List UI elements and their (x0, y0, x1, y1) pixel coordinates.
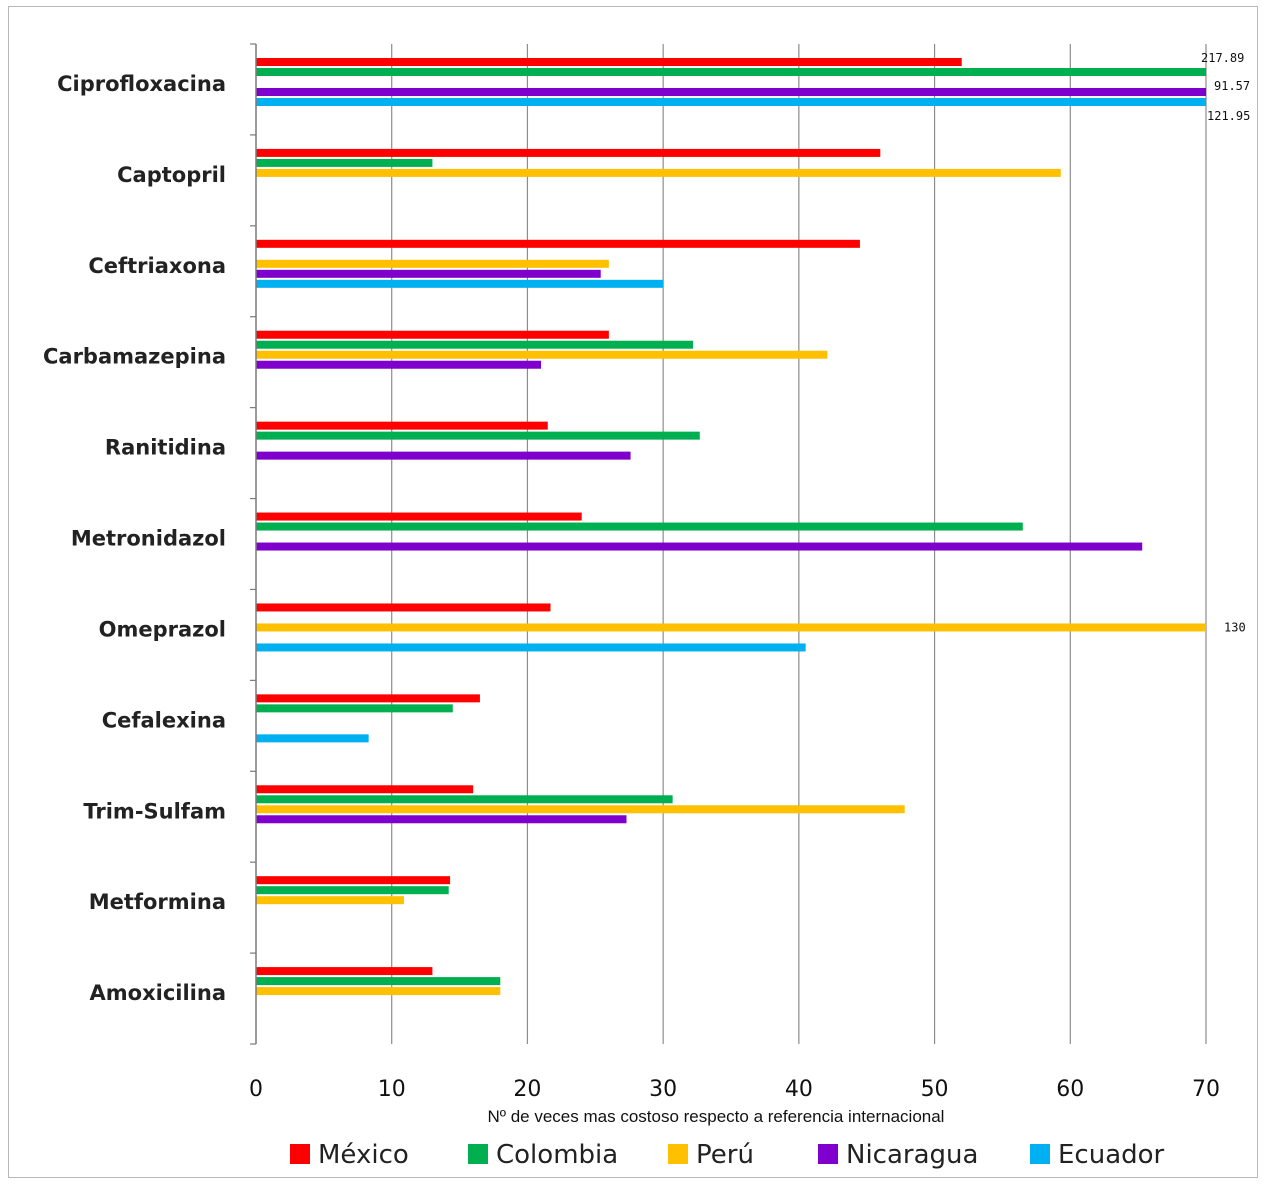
category-label: Omeprazol (99, 617, 226, 641)
x-tick-label: 40 (785, 1077, 813, 1102)
legend-item-colombia: Colombia (468, 1140, 618, 1170)
category-label: Amoxicilina (90, 981, 226, 1005)
data-label: 91.57 (1214, 79, 1250, 93)
bar-ranitidina-colombia (256, 431, 700, 440)
bar-trim-sulfam-nicaragua (256, 815, 627, 824)
category-label: Metformina (89, 890, 226, 914)
x-tick-label: 60 (1056, 1077, 1084, 1102)
category-label: Ciprofloxacina (57, 72, 226, 96)
legend-label: Colombia (496, 1140, 618, 1170)
category-label: Metronidazol (71, 527, 226, 551)
legend-label: Ecuador (1058, 1140, 1165, 1170)
bar-carbamazepina-perú (256, 350, 828, 359)
bar-metronidazol-colombia (256, 522, 1023, 531)
bar-omeprazol-perú (256, 623, 1206, 632)
bar-ceftriaxona-méxico (256, 239, 860, 248)
legend-swatch (668, 1144, 688, 1164)
legend-item-perú: Perú (668, 1140, 754, 1170)
bar-trim-sulfam-méxico (256, 785, 474, 794)
bar-captopril-perú (256, 168, 1061, 177)
bar-cefalexina-méxico (256, 694, 480, 703)
legend-label: México (318, 1140, 409, 1170)
x-tick-label: 10 (378, 1077, 406, 1102)
axis-layer (250, 43, 257, 1045)
legend-swatch (1030, 1144, 1050, 1164)
category-label: Carbamazepina (43, 345, 226, 369)
data-label: 130 (1224, 620, 1246, 634)
x-tick-label: 0 (249, 1077, 263, 1102)
bar-trim-sulfam-perú (256, 805, 905, 814)
bar-ceftriaxona-nicaragua (256, 269, 601, 278)
label-layer: 0 10 20 30 40 50 60 70 Ciprofloxacina Captopril Ce… (43, 51, 1250, 1102)
category-label: Trim-Sulfam (83, 799, 226, 823)
bar-amoxicilina-perú (256, 987, 501, 996)
bar-metronidazol-nicaragua (256, 542, 1143, 551)
bar-ciprofloxacina-nicaragua (256, 88, 1206, 96)
bar-ranitidina-nicaragua (256, 451, 631, 460)
bar-metronidazol-méxico (256, 512, 582, 521)
bar-metformina-colombia (256, 886, 449, 895)
bar-ciprofloxacina-colombia (256, 68, 1206, 76)
bar-carbamazepina-colombia (256, 340, 693, 349)
x-tick-label: 50 (921, 1077, 949, 1102)
bar-trim-sulfam-colombia (256, 795, 673, 804)
bar-carbamazepina-nicaragua (256, 360, 541, 369)
bar-ciprofloxacina-ecuador (256, 98, 1206, 106)
data-label: 121.95 (1207, 109, 1250, 123)
legend-swatch (818, 1144, 838, 1164)
bar-carbamazepina-méxico (256, 330, 609, 339)
bar-ceftriaxona-ecuador (256, 279, 664, 288)
chart-frame (8, 6, 1258, 1178)
bar-omeprazol-ecuador (256, 643, 806, 652)
x-axis-title: Nº de veces mas costoso respecto a refer… (488, 1107, 945, 1126)
x-tick-label: 20 (513, 1077, 541, 1102)
bar-ranitidina-méxico (256, 421, 548, 430)
category-label: Cefalexina (102, 708, 226, 732)
legend-label: Perú (696, 1140, 754, 1170)
legend: México Colombia Perú Nicaragua Ecuador (290, 1140, 1165, 1170)
bar-amoxicilina-méxico (256, 967, 433, 976)
legend-swatch (290, 1144, 310, 1164)
legend-item-méxico: México (290, 1140, 409, 1170)
legend-label: Nicaragua (846, 1140, 978, 1170)
legend-swatch (468, 1144, 488, 1164)
legend-item-ecuador: Ecuador (1030, 1140, 1165, 1170)
x-tick-label: 30 (649, 1077, 677, 1102)
bar-layer (256, 58, 1206, 996)
category-label: Captopril (117, 163, 226, 187)
bar-metformina-perú (256, 896, 404, 905)
legend-item-nicaragua: Nicaragua (818, 1140, 978, 1170)
data-label: 217.89 (1201, 51, 1244, 65)
category-label: Ceftriaxona (88, 254, 226, 278)
bar-captopril-colombia (256, 158, 433, 167)
bar-cefalexina-ecuador (256, 734, 369, 743)
x-tick-label: 70 (1192, 1077, 1220, 1102)
category-label: Ranitidina (105, 436, 226, 460)
bar-omeprazol-méxico (256, 603, 551, 612)
bar-captopril-méxico (256, 148, 881, 157)
bar-ciprofloxacina-méxico (256, 58, 962, 66)
bar-ceftriaxona-perú (256, 259, 609, 268)
bar-amoxicilina-colombia (256, 977, 501, 986)
bar-metformina-méxico (256, 876, 451, 885)
bar-cefalexina-colombia (256, 704, 453, 713)
